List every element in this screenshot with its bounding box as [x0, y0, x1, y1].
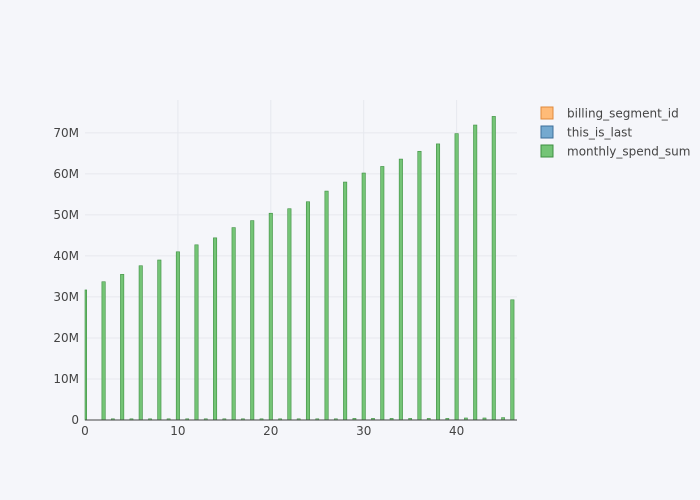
bar-monthly-spend-sum[interactable] — [101, 281, 106, 421]
bar-monthly-spend-sum[interactable] — [175, 251, 180, 421]
bar-monthly-spend-sum[interactable] — [305, 201, 310, 421]
bar-monthly-spend-sum[interactable] — [380, 166, 385, 421]
bar-monthly-spend-sum[interactable] — [120, 274, 125, 421]
bar-monthly-spend-sum[interactable] — [268, 212, 273, 421]
legend-label: this_is_last — [567, 126, 632, 140]
y-tick-label: 70M — [53, 126, 79, 140]
x-tick-label: 20 — [263, 424, 278, 438]
bar-monthly-spend-sum[interactable] — [417, 150, 422, 421]
bar-monthly-spend-sum[interactable] — [324, 190, 329, 421]
x-tick-label: 40 — [449, 424, 464, 438]
bar-monthly-spend-sum[interactable] — [436, 143, 441, 421]
bar-monthly-spend-sum[interactable] — [157, 259, 162, 421]
bar-monthly-spend-sum[interactable] — [231, 227, 236, 421]
legend-swatch — [540, 106, 554, 120]
legend-label: billing_segment_id — [567, 107, 679, 121]
bar-monthly-spend-sum[interactable] — [213, 237, 218, 421]
bar-monthly-spend-sum[interactable] — [361, 172, 366, 421]
bar-monthly-spend-sum[interactable] — [138, 265, 143, 421]
x-tick-label: 0 — [81, 424, 89, 438]
y-tick-label: 20M — [53, 331, 79, 345]
bar-monthly-spend-sum[interactable] — [250, 220, 255, 421]
x-tick-label: 30 — [356, 424, 371, 438]
bar-monthly-spend-sum[interactable] — [343, 181, 348, 421]
bar-monthly-spend-sum[interactable] — [287, 208, 292, 421]
bar-monthly-spend-sum[interactable] — [491, 116, 496, 421]
bar-monthly-spend-sum[interactable] — [510, 299, 515, 421]
legend-item[interactable]: monthly_spend_sum — [540, 144, 690, 159]
bar-monthly-spend-sum[interactable] — [398, 158, 403, 421]
legend-label: monthly_spend_sum — [567, 145, 690, 159]
bar-monthly-spend-sum[interactable] — [84, 289, 88, 421]
y-tick-label: 60M — [53, 167, 79, 181]
bar-monthly-spend-sum[interactable] — [473, 124, 478, 421]
y-tick-label: 10M — [53, 372, 79, 386]
axes: 0 10M 20M 30M 40M 50M 60M 70M 0 10 20 30 40 — [53, 126, 517, 438]
x-tick-label: 10 — [170, 424, 185, 438]
y-tick-label: 30M — [53, 290, 79, 304]
y-tick-label: 40M — [53, 249, 79, 263]
bar-monthly-spend-sum[interactable] — [454, 133, 459, 421]
legend-swatch — [540, 144, 554, 158]
bar-monthly-spend-sum[interactable] — [194, 244, 199, 421]
y-tick-label: 0 — [71, 413, 79, 427]
legend-item[interactable]: billing_segment_id — [540, 106, 679, 121]
legend-item[interactable]: this_is_last — [540, 125, 632, 140]
y-tick-label: 50M — [53, 208, 79, 222]
legend-swatch — [540, 125, 554, 139]
legend[interactable]: billing_segment_id this_is_last monthly_sp… — [540, 106, 690, 159]
